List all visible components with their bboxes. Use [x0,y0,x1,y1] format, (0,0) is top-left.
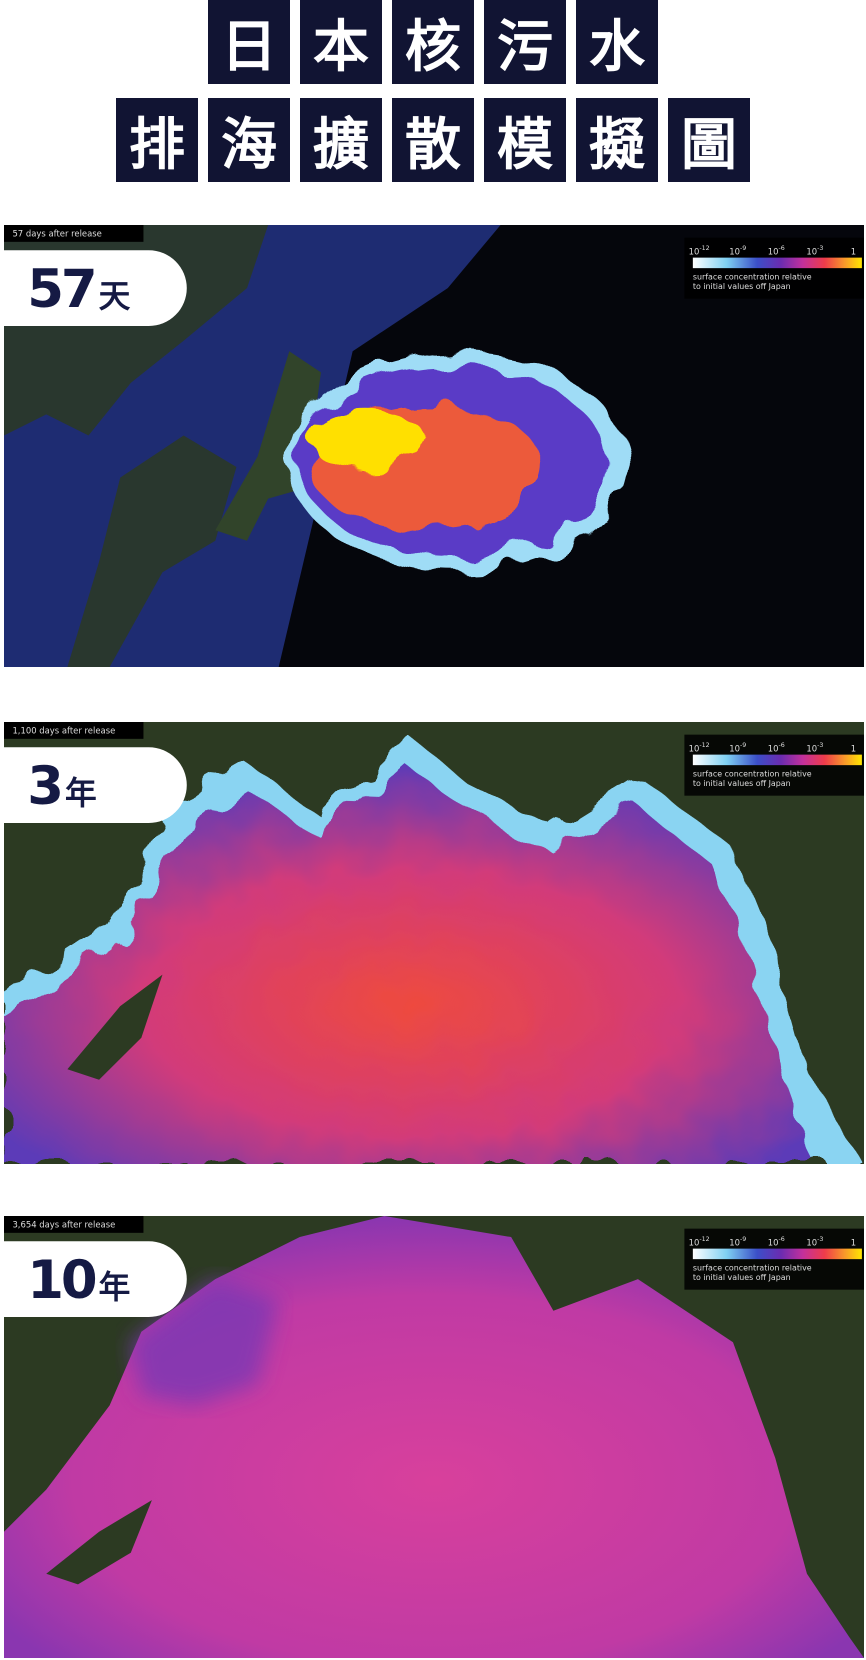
legend-tick: 10-12 [689,1236,710,1247]
legend-tick: 10-6 [768,1236,785,1247]
tick-exponent: -12 [699,742,709,749]
legend-tick: 10-12 [689,742,710,753]
tick-exponent: -9 [740,1236,746,1243]
tick-exponent: -3 [817,742,823,749]
caption: 57 days after release [12,229,101,239]
tick-exponent: -12 [699,245,709,252]
tick-base: 10 [729,246,740,256]
label-unit: 天 [99,279,131,315]
title-char: 圖 [668,98,750,182]
legend-tick: 10-12 [689,245,710,256]
legend-tick: 10-3 [806,1236,823,1247]
label-pill [4,1241,187,1318]
legend-caption: to initial values off Japan [693,779,791,788]
title-char: 核 [392,0,474,84]
legend-tick: 1 [851,743,856,753]
tick-exponent: -3 [817,1236,823,1243]
tick-base: 10 [806,1237,817,1247]
label-unit: 年 [65,776,97,812]
tick-exponent: -9 [740,742,746,749]
caption-box [4,722,144,739]
land [215,351,321,541]
tick-base: 10 [689,1237,700,1247]
title-char: 散 [392,98,474,182]
tick-exponent: -6 [779,742,785,749]
tick-exponent: -6 [779,1236,785,1243]
tick-base: 10 [806,743,817,753]
label-pill [4,747,187,824]
land [67,435,237,667]
legend-caption: surface concentration relative [693,770,812,779]
legend-tick: 10-6 [768,245,785,256]
tick-base: 10 [768,1237,779,1247]
label-number: 57 [27,259,94,320]
title-char: 海 [208,98,290,182]
legend-caption: surface concentration relative [693,273,812,282]
tick-base: 10 [768,246,779,256]
tick-exponent: -9 [740,245,746,252]
title-line: 排海擴散模擬圖 [0,98,866,182]
label: 57 天 [27,259,130,320]
title-char: 水 [576,0,658,84]
label-pill [4,250,187,327]
tick-exponent: -12 [699,1236,709,1243]
caption: 3,654 days after release [12,1220,115,1230]
title-char: 擴 [300,98,382,182]
colorbar [692,257,862,269]
legend-caption: to initial values off Japan [693,1273,791,1282]
colorbar [692,754,862,766]
label-number: 10 [27,1250,96,1311]
legend-tick: 10-9 [729,1236,746,1247]
title-char: 本 [300,0,382,84]
legend-tick: 10-9 [729,742,746,753]
legend-tick: 10-6 [768,742,785,753]
tick-base: 10 [768,743,779,753]
caption: 1,100 days after release [12,726,115,736]
tick-base: 10 [806,246,817,256]
title-char: 日 [208,0,290,84]
legend-tick: 1 [851,246,856,256]
ocean [4,764,818,1164]
tick-base: 1 [851,1237,856,1247]
legend-box [684,734,864,796]
plume [289,351,628,573]
legend-caption: surface concentration relative [693,1264,812,1273]
label-unit: 年 [99,1270,131,1306]
tick-base: 1 [851,743,856,753]
tick-base: 1 [851,246,856,256]
colorbar [692,1248,862,1260]
tick-exponent: -3 [817,245,823,252]
legend-tick: 1 [851,1237,856,1247]
title-line: 日本核污水 [0,0,866,84]
land [46,1500,152,1585]
title-char: 污 [484,0,566,84]
legend-tick: 10-9 [729,245,746,256]
tick-base: 10 [689,246,700,256]
legend-caption: to initial values off Japan [693,282,791,291]
title-char: 擬 [576,98,658,182]
legend-tick: 10-3 [806,742,823,753]
label-number: 3 [27,756,61,817]
label: 10 年 [27,1250,130,1311]
tick-exponent: -6 [779,245,785,252]
title-char: 模 [484,98,566,182]
legend-tick: 10-3 [806,245,823,256]
tick-base: 10 [729,1237,740,1247]
caption-box [4,1216,144,1233]
caption-box [4,225,144,242]
tick-base: 10 [729,743,740,753]
plume-hot [310,411,427,471]
title-char: 排 [116,98,198,182]
tick-base: 10 [689,743,700,753]
land [67,974,163,1080]
sea [130,1279,279,1406]
